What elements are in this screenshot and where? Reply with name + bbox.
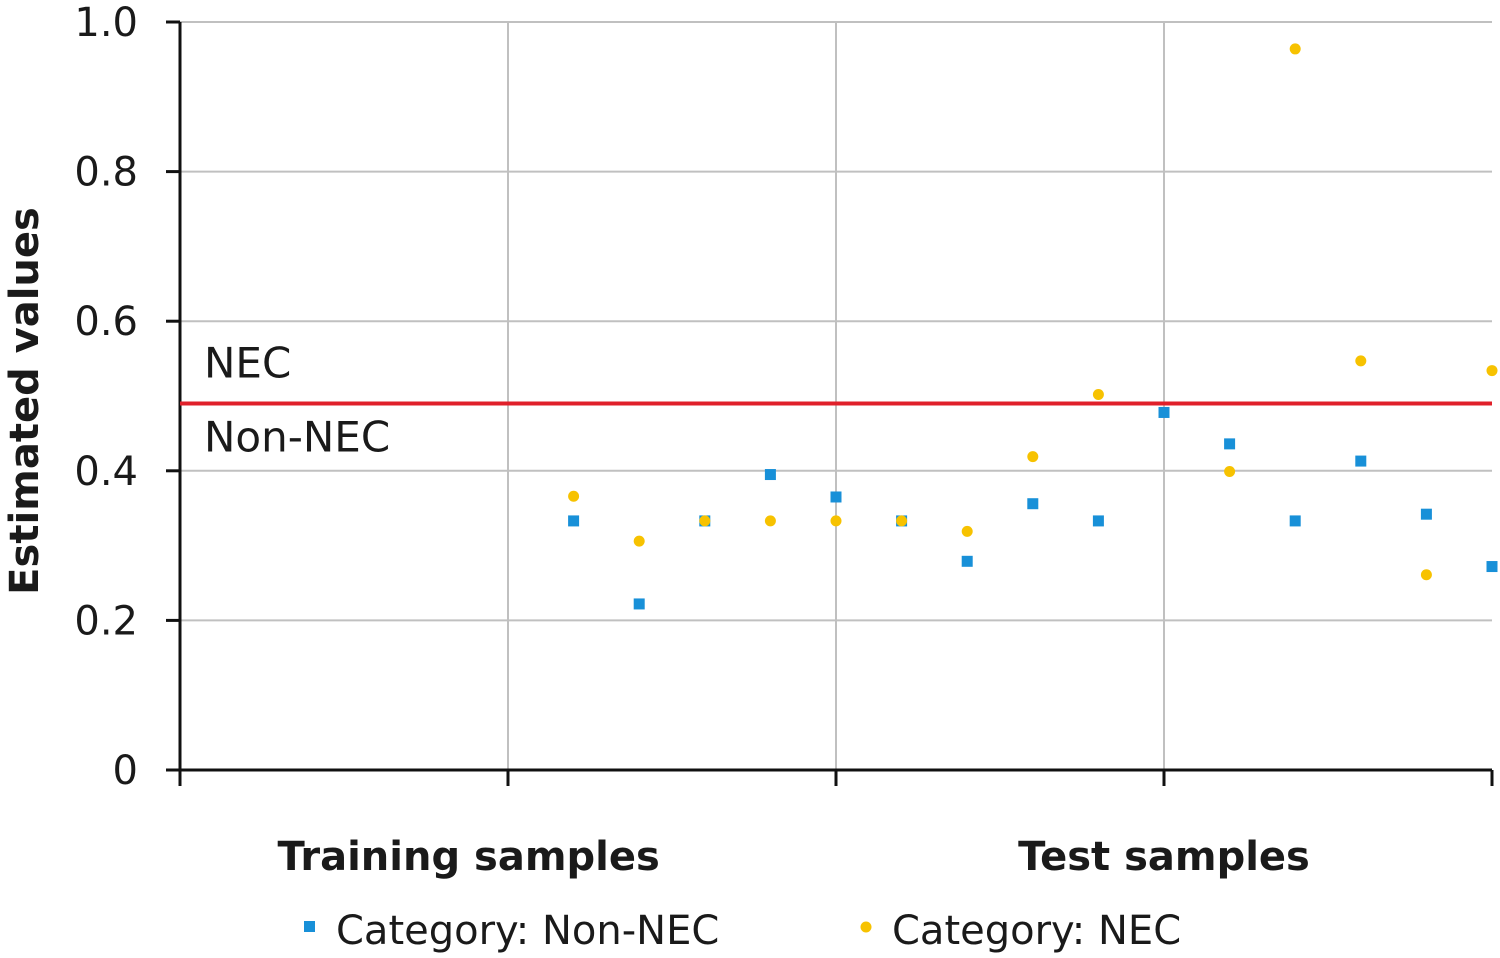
y-axis-title: Estimated values [2,207,48,595]
axis-layer: 0 0.2 0.4 0.6 0.8 1.0 [74,0,1494,794]
non-nec-point [1224,438,1236,450]
non-nec-point [1420,508,1432,520]
legend: Category: Non-NEC Category: NEC [304,908,1181,954]
y-tick-label: 1.0 [74,0,138,46]
legend-circle-marker [860,921,872,933]
legend-label-non-nec: Category: Non-NEC [336,908,719,954]
y-tick-label: 0.8 [74,150,138,196]
y-tick-label: 0.4 [74,449,138,495]
nec-point [1355,355,1367,367]
non-nec-point [568,515,580,527]
threshold-layer: NEC Non-NEC [180,338,1492,461]
legend-item-non-nec: Category: Non-NEC [304,908,719,954]
nec-point [568,490,580,502]
y-tick-label: 0.6 [74,299,138,345]
non-nec-point [1486,561,1498,573]
x-group-label: Training samples [277,834,659,880]
nec-point [633,535,645,547]
nec-point [1092,389,1104,401]
non-nec-point [830,491,842,503]
y-tick-label: 0.2 [74,598,138,644]
nec-region-label: NEC [204,338,291,387]
non-nec-point [1158,406,1170,418]
non-nec-point [633,598,645,610]
nec-point [896,515,908,527]
nec-point [1289,43,1301,55]
non-nec-point [764,469,776,481]
points-layer [568,43,1498,610]
legend-item-nec: Category: NEC [860,908,1181,954]
non-nec-point [1289,515,1301,527]
nec-point [1486,365,1498,377]
nec-point [1224,466,1236,478]
nec-point [764,515,776,527]
grid-layer [180,21,1492,770]
non-nec-point [1092,515,1104,527]
non-nec-region-label: Non-NEC [204,412,390,461]
y-tick-label: 0 [113,748,138,794]
nec-point [699,515,711,527]
nec-point [1027,451,1039,463]
nec-point [961,525,973,537]
nec-point [1420,569,1432,581]
non-nec-point [1355,455,1367,467]
nec-point [830,515,842,527]
non-nec-point [961,555,973,567]
x-group-labels: Training samples Test samples [277,834,1309,880]
legend-label-nec: Category: NEC [892,908,1181,954]
non-nec-point [1027,498,1039,510]
legend-square-marker [304,921,315,932]
x-group-label: Test samples [1018,834,1310,880]
